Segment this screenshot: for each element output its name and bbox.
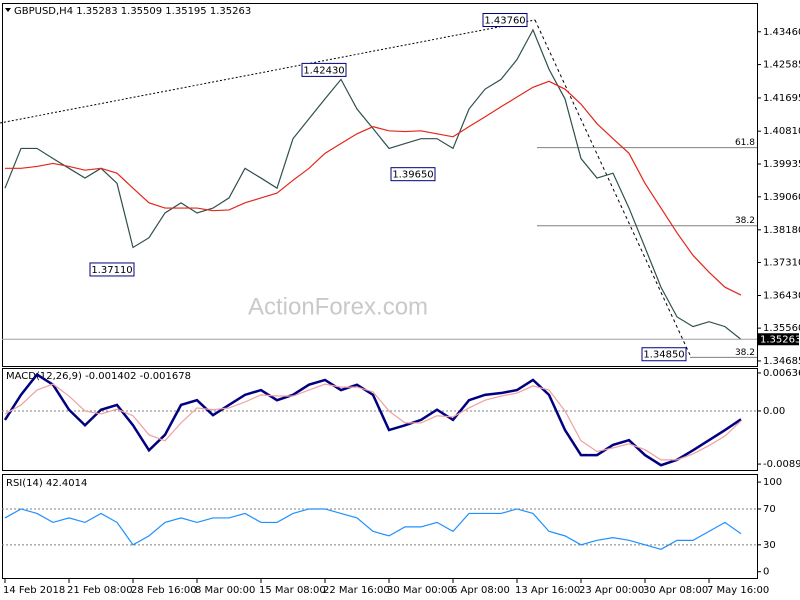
price-annotation-box [390, 167, 436, 182]
macd-panel [2, 368, 758, 471]
x-tick-label: 28 Feb 16:00 [131, 585, 197, 596]
x-tick-label: 7 May 16:00 [707, 585, 769, 596]
y-tick-label: 1.38180 [763, 225, 800, 236]
y-tick-label: 1.35560 [763, 323, 800, 334]
y-tick-label: -0.008903 [763, 459, 800, 470]
x-tick-label: 14 Feb 2018 [3, 585, 65, 596]
price-annotation-box [301, 62, 347, 77]
trend-line [0, 19, 536, 124]
fib-label: 38.2 [735, 348, 755, 358]
y-tick-label: 1.42585 [763, 60, 800, 71]
y-tick-label: 100 [763, 477, 782, 488]
series-line [5, 80, 742, 296]
x-tick-label: 21 Feb 08:00 [67, 585, 133, 596]
x-tick-label: 8 Mar 00:00 [195, 585, 255, 596]
price-panel [2, 3, 758, 367]
x-tick-label: 13 Apr 16:00 [515, 585, 580, 596]
series-line [3, 372, 742, 467]
last-price-label: 1.35263 [760, 334, 800, 345]
fib-label: 38.2 [735, 216, 755, 226]
price-title: GBPUSD,H4 1.35283 1.35509 1.35195 1.3526… [14, 6, 251, 17]
price-annotation: 1.39650 [392, 170, 433, 181]
price-annotation-box [641, 347, 687, 362]
macd-title: MACD(12,26,9) -0.001402 -0.001678 [6, 371, 191, 382]
y-tick-label: 1.39060 [763, 192, 800, 203]
y-tick-label: 1.41695 [763, 93, 800, 104]
x-tick-label: 6 Apr 08:00 [451, 585, 510, 596]
series-line [4, 383, 742, 461]
rsi-title: RSI(14) 42.4014 [6, 478, 87, 489]
fib-label: 61.8 [735, 138, 755, 148]
y-tick-label: 70 [763, 504, 776, 515]
x-tick-label: 30 Apr 08:00 [643, 585, 708, 596]
y-tick-label: 1.39935 [763, 159, 800, 170]
y-tick-label: 1.37310 [763, 257, 800, 268]
y-tick-label: 0.006368 [763, 368, 800, 379]
watermark: ActionForex.com [248, 293, 428, 320]
menu-icon [5, 8, 11, 12]
x-tick-label: 30 Mar 00:00 [387, 585, 454, 596]
series-line [4, 508, 742, 550]
x-tick-label: 22 Mar 16:00 [323, 585, 390, 596]
y-tick-label: 1.36430 [763, 290, 800, 301]
y-tick-label: 0 [763, 567, 769, 578]
y-tick-label: 1.34685 [763, 356, 800, 367]
y-tick-label: 1.40810 [763, 126, 800, 137]
rsi-panel [2, 474, 758, 579]
series-line [4, 28, 742, 340]
y-tick-label: 0.00 [763, 406, 785, 417]
price-annotation-box [89, 262, 135, 277]
price-annotation: 1.37110 [91, 265, 132, 276]
price-annotation: 1.43760 [484, 16, 525, 27]
last-price-box [757, 333, 799, 346]
y-tick-label: 1.43460 [763, 27, 800, 38]
price-annotation: 1.34850 [643, 350, 684, 361]
y-tick-label: 30 [763, 540, 776, 551]
trend-line [534, 19, 691, 356]
x-tick-label: 23 Apr 00:00 [579, 585, 644, 596]
price-annotation: 1.42430 [303, 65, 344, 76]
price-annotation-box [482, 13, 528, 28]
x-tick-label: 15 Mar 08:00 [259, 585, 326, 596]
